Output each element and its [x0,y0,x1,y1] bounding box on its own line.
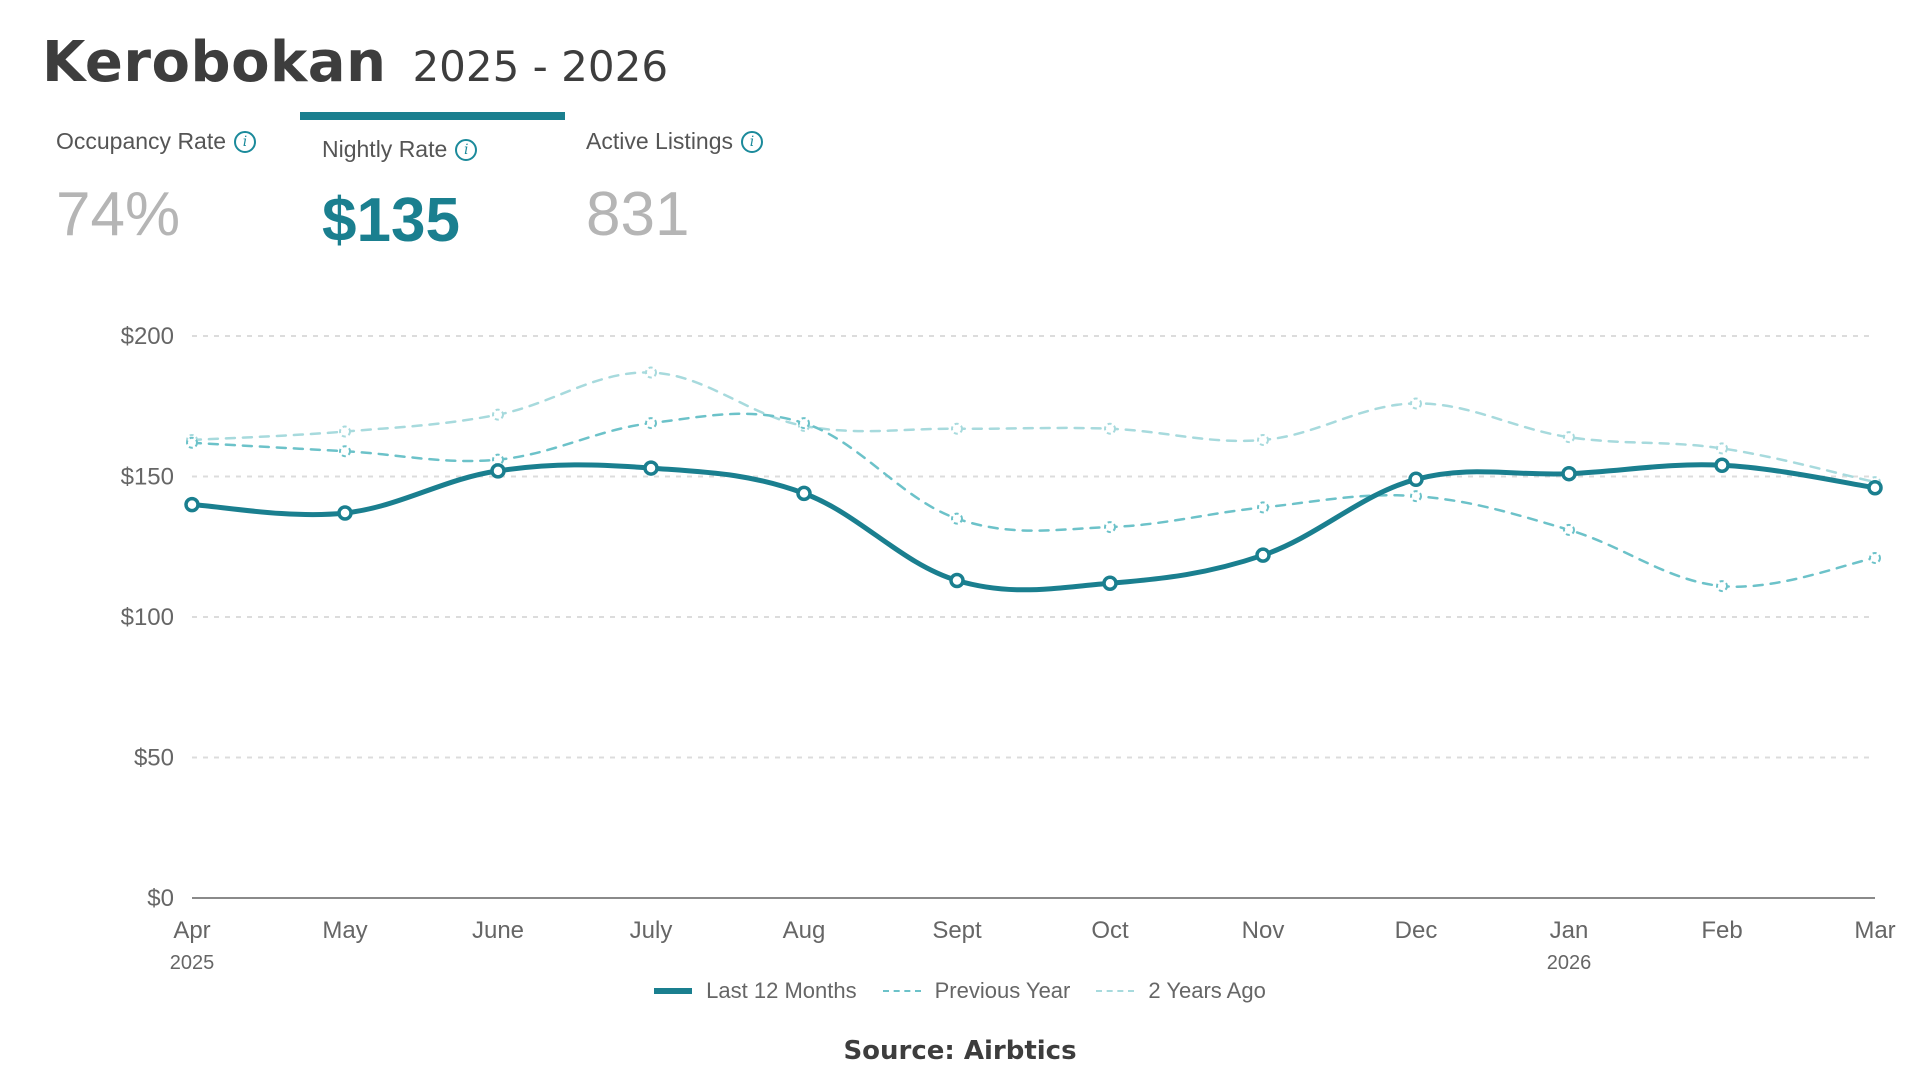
legend-swatch-solid [654,988,693,994]
data-point-last-12-months [949,572,965,589]
x-tick-label: Jan [1550,917,1589,944]
x-tick-label: Oct [1091,917,1129,944]
data-point-previous-year [951,512,963,525]
date-range: 2025 - 2026 [412,42,669,91]
legend-item-2-years-ago[interactable]: 2 Years Ago [1096,978,1266,1004]
data-point-last-12-months [337,505,353,521]
tab-active-listings-header: Active Listings i [586,128,851,155]
info-icon[interactable]: i [455,138,478,161]
source-caption: Source: Airbtics [843,1036,1077,1066]
x-year-label: 2025 [170,952,215,974]
data-point-last-12-months [1867,479,1883,496]
tab-active-listings[interactable]: Active Listings i 831 [586,128,851,250]
data-point-last-12-months [796,485,812,502]
data-point-2-years-ago [951,422,963,435]
x-tick-label: May [322,917,367,944]
y-tick-label: $100 [121,604,174,631]
chart-legend: Last 12 Months Previous Year 2 Years Ago [0,978,1920,1004]
data-point-2-years-ago [1104,422,1116,435]
x-tick-label: June [472,917,524,944]
tab-label: Occupancy Rate [56,128,227,154]
x-tick-label: July [630,917,673,944]
x-tick-label: Feb [1701,917,1742,944]
chart-header: Kerobokan 2025 - 2026 [42,30,668,95]
x-tick-label: Dec [1395,917,1438,944]
x-tick-label: Nov [1242,917,1285,944]
data-point-previous-year [798,417,810,430]
y-tick-label: $150 [121,464,174,491]
data-point-last-12-months [1714,457,1730,474]
data-point-previous-year [1257,501,1269,514]
x-year-label: 2026 [1547,952,1592,974]
data-point-2-years-ago [1257,433,1269,446]
data-point-2-years-ago [645,366,657,379]
occupancy-rate-value: 74% [56,180,181,249]
data-point-previous-year [1104,521,1116,534]
active-tab-indicator [300,112,565,120]
data-point-last-12-months [490,463,506,479]
data-point-previous-year [1563,523,1575,536]
data-point-2-years-ago [1563,431,1575,444]
data-point-last-12-months [643,460,659,476]
series-line-2-years-ago [190,371,1877,484]
data-point-previous-year [339,445,351,458]
data-point-last-12-months [184,496,200,513]
data-point-2-years-ago [1716,442,1728,455]
legend-item-previous-year[interactable]: Previous Year [882,978,1071,1004]
info-icon[interactable]: i [234,130,257,153]
data-point-previous-year [645,417,657,430]
data-point-2-years-ago [1410,397,1422,410]
data-point-previous-year [1869,551,1881,564]
x-tick-label: Mar [1854,917,1895,944]
legend-swatch-dashed-light [1096,990,1135,992]
y-tick-label: $200 [121,323,174,350]
legend-item-last-12-months[interactable]: Last 12 Months [654,978,857,1004]
x-tick-label: Apr [173,917,210,944]
legend-label: Last 12 Months [706,978,857,1003]
active-listings-value: 831 [586,180,690,249]
nightly-rate-value: $135 [322,186,460,255]
tab-label: Nightly Rate [322,136,448,162]
x-tick-label: Aug [783,917,826,944]
data-point-2-years-ago [492,408,504,421]
tab-label: Active Listings [586,128,734,154]
tab-nightly-rate-header: Nightly Rate i [322,136,587,163]
data-point-previous-year [186,436,198,449]
legend-swatch-dashed [882,990,921,992]
data-point-2-years-ago [339,425,351,438]
series-line-previous-year [190,412,1877,588]
tab-occupancy-rate-header: Occupancy Rate i [56,128,321,155]
data-point-last-12-months [1408,471,1424,488]
data-point-last-12-months [1102,575,1118,592]
y-tick-label: $0 [147,885,174,912]
info-icon[interactable]: i [741,130,764,153]
y-tick-label: $50 [134,745,174,772]
data-point-previous-year [1410,490,1422,503]
x-tick-label: Sept [932,917,982,944]
page-title: Kerobokan [42,30,387,95]
data-point-previous-year [1716,580,1728,593]
legend-label: 2 Years Ago [1148,978,1266,1003]
data-point-last-12-months [1561,465,1577,482]
legend-label: Previous Year [934,978,1071,1003]
tab-occupancy-rate[interactable]: Occupancy Rate i 74% [56,128,321,250]
series-line-last-12-months [189,462,1878,593]
data-point-last-12-months [1255,547,1271,563]
tab-nightly-rate[interactable]: Nightly Rate i $135 [300,112,587,256]
